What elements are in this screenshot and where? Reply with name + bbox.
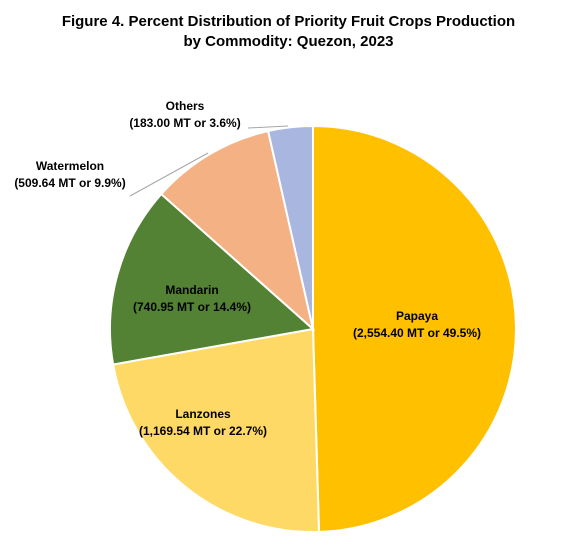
pie-slice-lanzones	[111, 327, 321, 533]
slice-label-papaya: Papaya (2,554.40 MT or 49.5%)	[353, 309, 481, 340]
pie-slice-watermelon	[159, 129, 315, 332]
pie-slice-papaya	[312, 124, 517, 533]
slice-detail-others: (183.00 MT or 3.6%)	[129, 116, 240, 130]
slice-detail-watermelon: (509.64 MT or 9.9%)	[14, 176, 125, 190]
slice-name-watermelon: Watermelon	[36, 159, 104, 173]
slice-name-papaya: Papaya	[396, 309, 438, 323]
leader-line-others	[247, 125, 289, 129]
leader-line-watermelon	[129, 152, 209, 197]
slice-label-watermelon: Watermelon (509.64 MT or 9.9%)	[14, 159, 125, 190]
slice-detail-lanzones: (1,169.54 MT or 22.7%)	[139, 424, 267, 438]
chart-title-line-1: Figure 4. Percent Distribution of Priori…	[61, 13, 516, 30]
chart-title-line-2: by Commodity: Quezon, 2023	[183, 33, 394, 50]
slice-detail-mandarin: (740.95 MT or 14.4%)	[133, 300, 251, 314]
slice-label-others: Others (183.00 MT or 3.6%)	[129, 99, 240, 130]
slice-name-lanzones: Lanzones	[175, 407, 231, 421]
slice-name-others: Others	[166, 99, 205, 113]
slice-label-lanzones: Lanzones (1,169.54 MT or 22.7%)	[139, 407, 267, 438]
slice-name-mandarin: Mandarin	[165, 283, 218, 297]
slice-label-mandarin: Mandarin (740.95 MT or 14.4%)	[133, 283, 251, 314]
slice-detail-papaya: (2,554.40 MT or 49.5%)	[353, 326, 481, 340]
pie-slice-mandarin	[108, 192, 316, 366]
pie-slice-others	[266, 124, 314, 330]
chart-title: Figure 4. Percent Distribution of Priori…	[0, 12, 577, 52]
